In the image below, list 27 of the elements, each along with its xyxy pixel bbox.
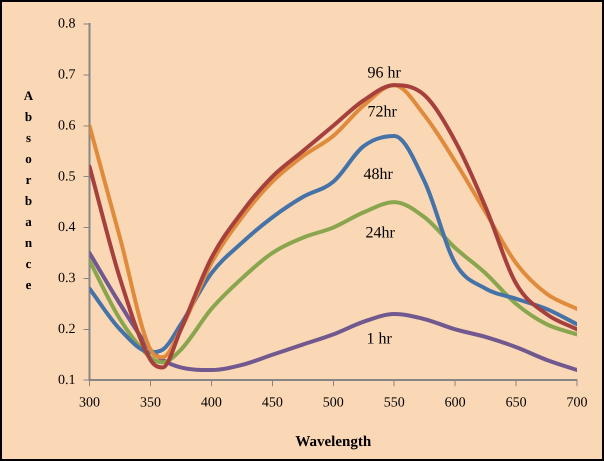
x-tick-label: 700 [566,395,588,410]
y-tick-label: 0.6 [58,118,76,134]
y-tick-label: 0.5 [58,169,76,184]
x-tick-label: 400 [200,395,222,410]
y-tick-label: 0.4 [58,220,76,236]
x-tick-label: 500 [322,395,344,410]
y-axis-title: Absorbance [20,88,36,298]
x-tick-label: 350 [140,395,161,410]
line-series [90,200,577,364]
series-label: 72hr [368,103,398,120]
line-series [90,134,577,354]
series-label: 24hr [366,224,396,242]
x-tick-label: 650 [506,395,527,410]
x-tick-label: 550 [384,395,405,410]
y-tick-label: 0.1 [58,372,76,388]
x-tick-label: 300 [79,395,100,410]
y-tick-label: 0.7 [58,68,76,83]
x-axis-title: Wavelength [295,434,372,450]
x-tick-label: 450 [262,395,283,410]
y-tick-label: 0.3 [58,271,76,286]
series-label: 48hr [364,166,394,184]
y-tick-label: 0.8 [58,16,76,32]
x-tick-label: 600 [444,395,466,410]
series-label: 1 hr [366,330,393,348]
series-label: 96 hr [368,64,402,82]
line-series [90,250,577,372]
y-tick-label: 0.2 [58,322,76,337]
